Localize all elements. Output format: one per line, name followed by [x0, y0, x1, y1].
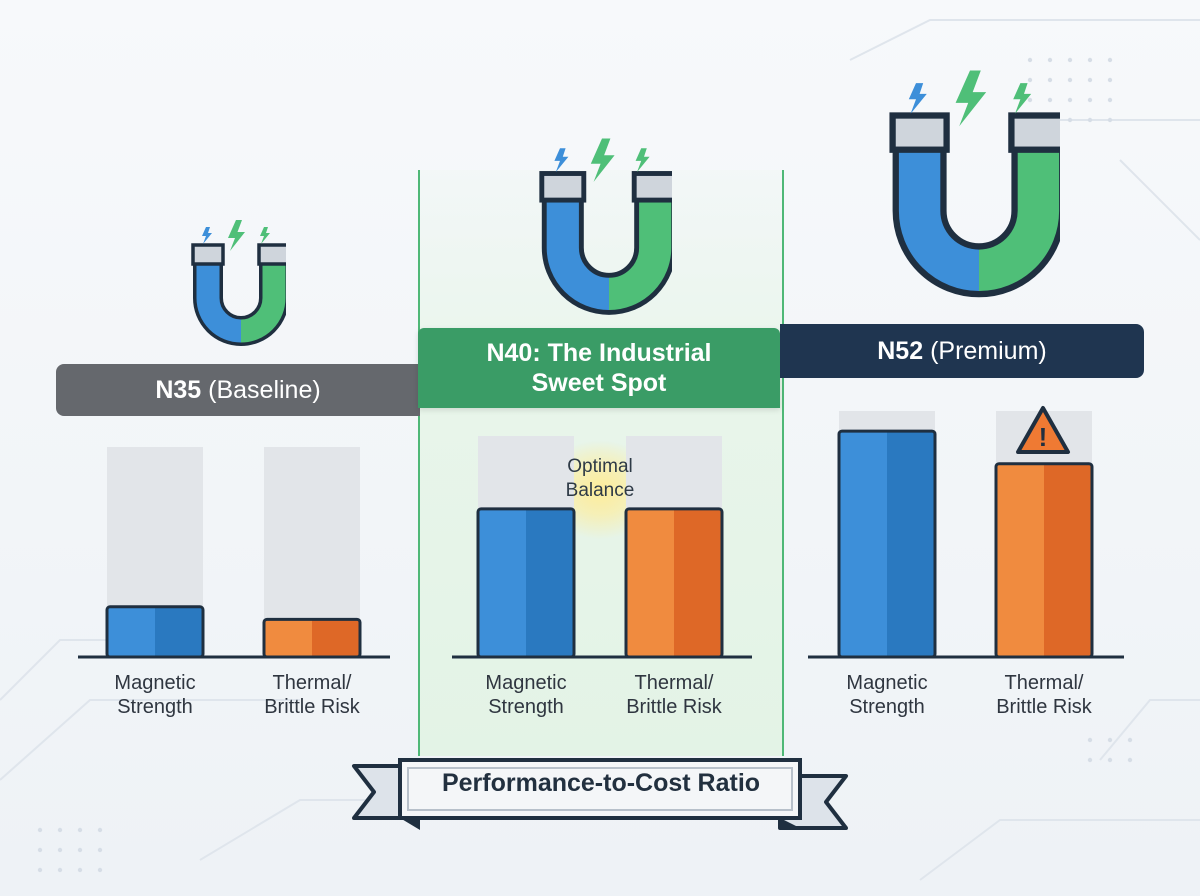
n52-thermal-risk-bar — [994, 462, 1094, 659]
magnet-icon-n40 — [539, 138, 672, 315]
n52-subtitle: (Premium) — [923, 336, 1047, 365]
n40-title: N40: The Industrial Sweet Spot — [486, 339, 712, 397]
n40-thermal-risk-bar — [624, 507, 724, 659]
n35-magnetic-strength-bar — [105, 605, 205, 659]
n40-x-label-0: Magnetic Strength — [485, 672, 567, 718]
n35-x-label-1: Thermal/ Brittle Risk — [264, 672, 360, 718]
n52-header: N52 (Premium) — [780, 324, 1144, 378]
magnet-icon-n35 — [191, 220, 286, 346]
n52-x-label-1: Thermal/ Brittle Risk — [996, 672, 1092, 718]
ribbon-banner — [352, 758, 848, 830]
n35-header: N35 (Baseline) — [56, 364, 420, 416]
warning-icon: ! — [1016, 406, 1070, 454]
n40-magnetic-strength-bar — [476, 507, 576, 659]
n52-title: N52 — [877, 336, 924, 365]
n52-x-label-0: Magnetic Strength — [846, 672, 928, 718]
ribbon-label: Performance-to-Cost Ratio — [441, 768, 761, 797]
n35-thermal-risk-bar — [262, 617, 362, 659]
n52-magnetic-strength-bar — [837, 429, 937, 659]
n35-x-label-0: Magnetic Strength — [114, 672, 196, 718]
n35-title: N35 — [155, 375, 202, 404]
warning-mark: ! — [1039, 422, 1048, 452]
n40-x-label-1: Thermal/ Brittle Risk — [626, 672, 722, 718]
n40-header: N40: The Industrial Sweet Spot — [418, 328, 780, 408]
n35-subtitle: (Baseline) — [201, 375, 321, 404]
optimal-balance-callout: Optimal Balance — [565, 456, 635, 501]
magnet-icon-n52 — [889, 70, 1060, 298]
